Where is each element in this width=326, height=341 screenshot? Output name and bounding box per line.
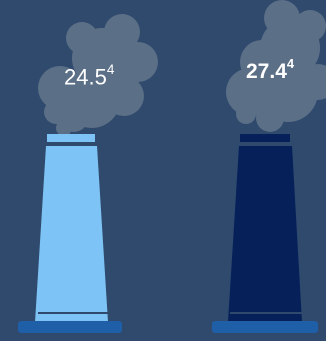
- footnote-marker-left: 4: [106, 61, 115, 77]
- footnote-marker-right: 4: [286, 56, 295, 72]
- stack-value-left: 24.54: [64, 61, 115, 90]
- smokestack-right: [212, 134, 318, 333]
- smokestack-left: [18, 134, 122, 333]
- stack-value-right: 27.44: [246, 56, 295, 83]
- smoke-cloud-right: [226, 0, 326, 132]
- smoke-cloud-left: [38, 14, 158, 136]
